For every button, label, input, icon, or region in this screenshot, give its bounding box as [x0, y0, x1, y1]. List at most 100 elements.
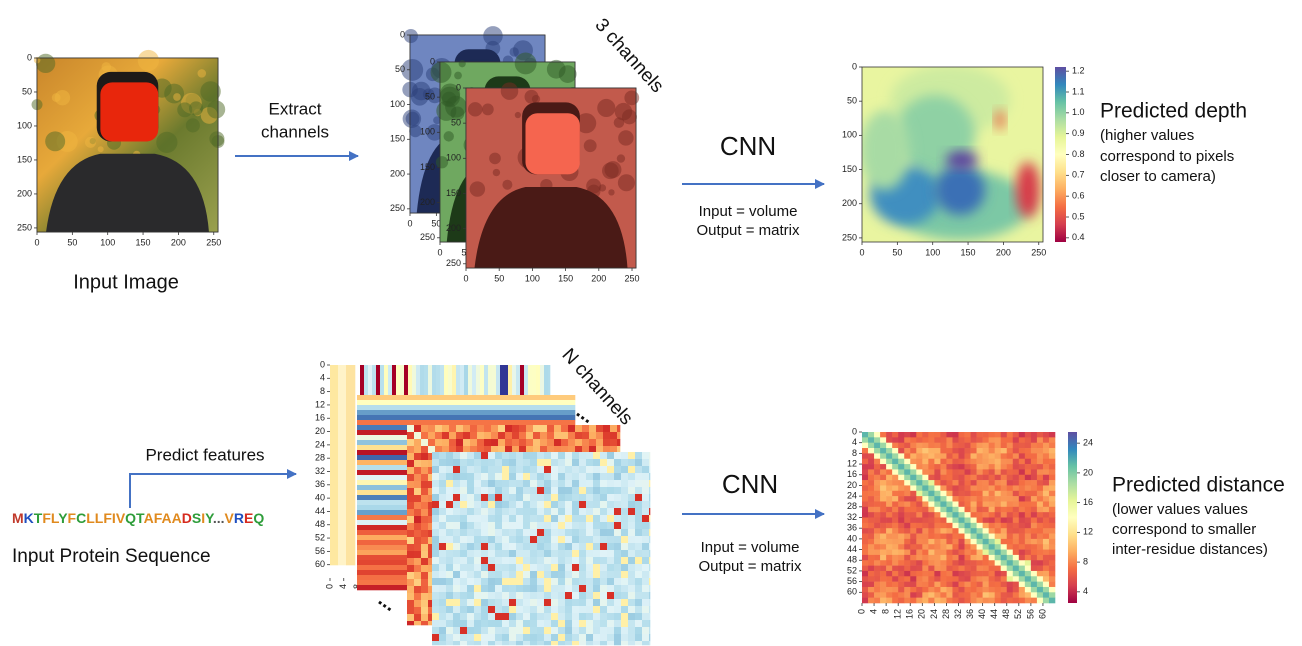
heatmap-cell [558, 613, 565, 620]
heatmap-cell [509, 634, 516, 641]
distance-cell [868, 443, 874, 449]
heatmap-cell [467, 585, 474, 592]
x-tick-label: 200 [591, 273, 606, 283]
image-texture [493, 169, 500, 176]
distance-cell [971, 475, 977, 481]
heatmap-cell [544, 543, 551, 550]
distance-cell [1043, 496, 1049, 502]
heatmap-cell [544, 641, 551, 645]
heatmap-cell [593, 515, 600, 522]
distance-cell [1013, 550, 1019, 556]
distance-cell [1037, 555, 1043, 561]
x-tick-label: 60 [1037, 609, 1047, 619]
heatmap-cell [558, 641, 565, 645]
distance-cell [1013, 512, 1019, 518]
distance-cell [928, 598, 934, 604]
heatmap-cell [453, 592, 460, 599]
heatmap-cell [558, 508, 565, 515]
distance-cell [977, 539, 983, 545]
heatmap-cell [530, 578, 537, 585]
heatmap-cell [579, 480, 586, 487]
y-tick-label: 12 [315, 399, 325, 409]
distance-cell [965, 539, 971, 545]
heatmap-cell [421, 544, 428, 551]
distance-cell [910, 592, 916, 598]
distance-cell [904, 539, 910, 545]
image-texture [602, 162, 619, 179]
distance-cell [946, 598, 952, 604]
depth-blob [935, 165, 985, 215]
heatmap-cell [649, 536, 650, 543]
heatmap-cell [453, 564, 460, 571]
distance-cell [959, 464, 965, 470]
heatmap-cell [635, 585, 642, 592]
heatmap-cell [642, 592, 649, 599]
heatmap-cell [495, 557, 502, 564]
distance-cell [874, 496, 880, 502]
distance-cell [995, 523, 1001, 529]
distance-cell [1037, 518, 1043, 524]
heatmap-cell [642, 452, 649, 459]
distance-cell [952, 464, 958, 470]
distance-cell [910, 501, 916, 507]
distance-cell [977, 523, 983, 529]
distance-cell [1013, 539, 1019, 545]
distance-cell [904, 550, 910, 556]
distance-cell [1025, 518, 1031, 524]
heatmap-cell [481, 641, 488, 645]
y-tick-label: 50 [847, 96, 857, 106]
distance-cell [928, 555, 934, 561]
heatmap-cell [502, 571, 509, 578]
distance-cell [868, 523, 874, 529]
heatmap-cell [467, 613, 474, 620]
distance-cell [928, 448, 934, 454]
x-tick-label: 20 [917, 609, 927, 619]
distance-cell [922, 485, 928, 491]
heatmap-cell [467, 578, 474, 585]
distance-cell [1037, 437, 1043, 443]
heatmap-cell [607, 571, 614, 578]
heatmap-cell [474, 627, 481, 634]
heatmap-cell [593, 452, 600, 459]
distance-cell [952, 528, 958, 534]
heatmap-cell [586, 543, 593, 550]
heatmap-cell [635, 627, 642, 634]
heatmap-cell [607, 501, 614, 508]
heatmap-cell [432, 606, 439, 613]
distance-cell [904, 480, 910, 486]
distance-cell [910, 544, 916, 550]
distance-cell [934, 528, 940, 534]
heatmap-cell [439, 501, 446, 508]
heatmap-cell [607, 529, 614, 536]
heatmap-cell [551, 515, 558, 522]
heatmap-cell [516, 585, 523, 592]
heatmap-cell [474, 606, 481, 613]
heatmap-cell [488, 473, 495, 480]
heatmap-cell [414, 607, 421, 614]
heatmap-cell [407, 530, 414, 537]
image-texture [85, 137, 96, 148]
distance-cell [995, 571, 1001, 577]
heatmap-cell [628, 620, 635, 627]
distance-cell [952, 518, 958, 524]
heatmap-cell [467, 634, 474, 641]
distance-cell [910, 469, 916, 475]
heatmap-cell [453, 627, 460, 634]
heatmap-cell [468, 365, 472, 395]
heatmap-cell [407, 558, 414, 565]
distance-cell [886, 566, 892, 572]
distance-cell [995, 507, 1001, 513]
distance-cell [892, 448, 898, 454]
heatmap-cell [408, 365, 412, 395]
heatmap-cell [649, 599, 650, 606]
distance-cell [946, 550, 952, 556]
distance-cell [1043, 443, 1049, 449]
distance-cell [868, 566, 874, 572]
distance-cell [880, 587, 886, 593]
x-tick-label: 0 [463, 273, 468, 283]
distance-cell [989, 571, 995, 577]
distance-cell [946, 432, 952, 438]
distance-cell [1013, 432, 1019, 438]
heatmap-cell [565, 543, 572, 550]
heatmap-cell [537, 571, 544, 578]
